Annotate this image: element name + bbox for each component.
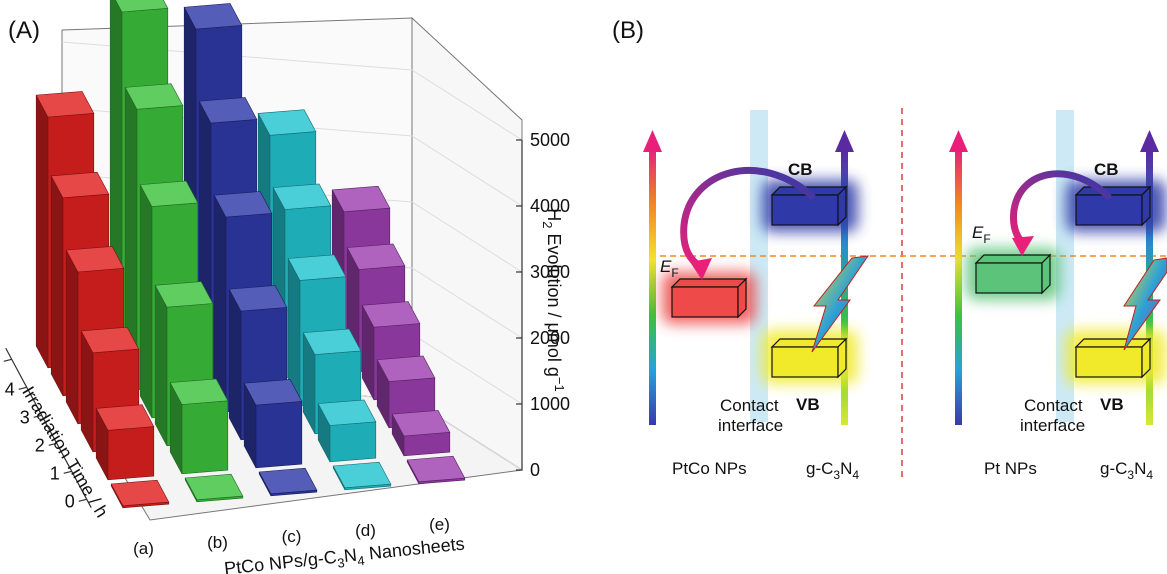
bar-e-t1	[391, 410, 451, 457]
z-axis: 0 1000 2000 3000 4000 5000	[516, 130, 570, 480]
z-tick-label: 5000	[530, 130, 570, 150]
svg-text:H2 Evolution / μmol g−1: H2 Evolution / μmol g−1	[540, 208, 567, 392]
bar-c-t0	[258, 467, 318, 497]
time-tick	[18, 386, 27, 390]
time-tick-label-1: 1	[50, 463, 60, 483]
vb-box-left	[770, 337, 848, 379]
time-tick	[33, 414, 42, 418]
bar-a-t1	[95, 404, 155, 481]
energy-diagram: CB VB EF Contact interface PtCo NPs g-C3…	[643, 108, 1167, 482]
time-tick-label-2: 2	[35, 435, 45, 455]
z-tick-label: 4000	[530, 196, 570, 216]
bar-d-t0	[332, 461, 392, 491]
z-tick-label: 0	[530, 460, 540, 480]
bar-c-t1	[243, 379, 303, 469]
time-tick-label-3: 3	[20, 407, 30, 427]
category-label-c: (c)	[282, 527, 302, 546]
gridline	[61, 41, 523, 141]
electron-transfer-arrow-left	[680, 166, 816, 270]
z-tick-label: 3000	[530, 262, 570, 282]
energy-arrow-left-metal	[643, 130, 662, 425]
time-axis: 012345	[3, 347, 92, 511]
time-tick	[63, 470, 72, 474]
metal-box-left	[670, 277, 748, 319]
category-label-a: (a)	[133, 539, 154, 558]
electron-transfer-arrow-right	[1010, 170, 1112, 246]
time-tick-label-0: 0	[65, 491, 75, 511]
contact-label-right-2: interface	[1020, 416, 1085, 435]
time-tick	[3, 358, 12, 362]
energy-arrow-right-metal	[949, 130, 968, 425]
vb-label-right: VB	[1100, 395, 1124, 414]
category-label-d: (d)	[355, 521, 376, 540]
metal-box-right	[974, 253, 1052, 295]
semi-label-right: g-C3N4	[1100, 459, 1153, 482]
category-label-b: (b)	[207, 533, 228, 552]
light-bolt-right	[1123, 257, 1167, 351]
bar-b-t1	[169, 378, 229, 475]
cb-label-left: CB	[788, 160, 813, 179]
bar-d-t1	[317, 399, 377, 463]
panel-b-label: (B)	[612, 17, 644, 44]
time-axis-line	[5, 347, 92, 509]
cb-box-left	[770, 185, 848, 227]
vb-label-left: VB	[796, 395, 820, 414]
z-tick-label: 1000	[530, 394, 570, 414]
time-tick-label-4: 4	[5, 379, 15, 399]
z-tick-label: 2000	[530, 328, 570, 348]
ef-label-left: EF	[660, 257, 679, 280]
bar-a-t0	[110, 479, 170, 509]
cb-label-right: CB	[1094, 160, 1119, 179]
z-axis-title: H2 Evolution / μmol g−1	[540, 208, 567, 392]
time-tick	[48, 442, 57, 446]
svg-text:PtCo NPs/g-C3N4 Nanosheets: PtCo NPs/g-C3N4 Nanosheets	[223, 533, 466, 574]
category-label-e: (e)	[429, 515, 450, 534]
light-bolt-left	[811, 255, 870, 353]
category-axis-title: PtCo NPs/g-C3N4 Nanosheets	[223, 533, 466, 574]
panel-a-label: (A)	[8, 17, 40, 44]
category-axis: (a) (b) (c) (d) (e)	[133, 515, 450, 558]
contact-label-right-1: Contact	[1024, 396, 1083, 415]
metal-label-left: PtCo NPs	[672, 459, 747, 478]
cb-box-right	[1074, 185, 1152, 227]
metal-label-right: Pt NPs	[984, 459, 1037, 478]
bars	[35, 0, 466, 509]
contact-label-left-2: interface	[718, 416, 783, 435]
vb-box-right	[1074, 337, 1152, 379]
ef-label-right: EF	[972, 223, 991, 246]
time-tick	[78, 498, 87, 502]
semi-label-left: g-C3N4	[806, 459, 859, 482]
bar-b-t0	[184, 473, 244, 503]
bar-e-t0	[406, 455, 466, 485]
contact-label-left-1: Contact	[720, 396, 779, 415]
